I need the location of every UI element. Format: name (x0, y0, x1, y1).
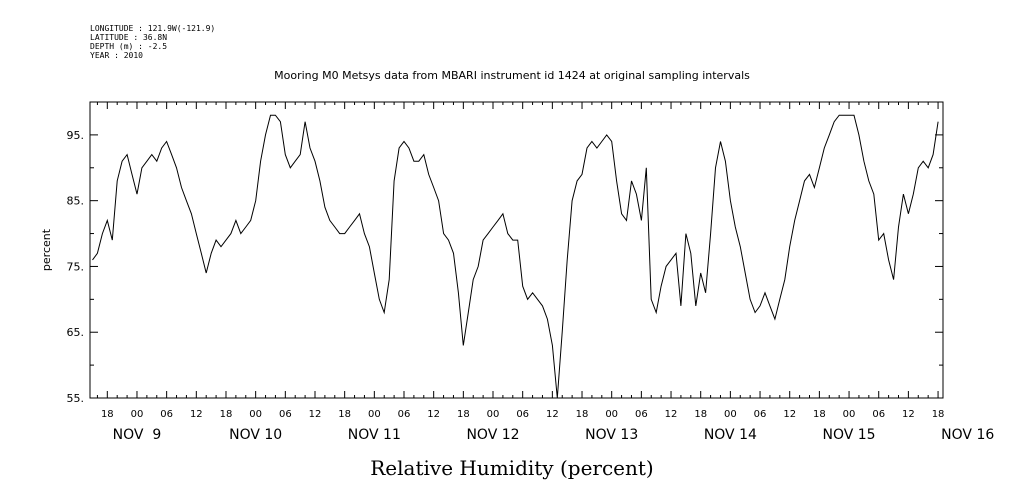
x-axis-label: Relative Humidity (percent) (370, 456, 653, 480)
x-hour-tick-label: 00 (131, 409, 144, 420)
x-hour-tick-label: 00 (487, 409, 500, 420)
x-hour-tick-label: 06 (754, 409, 767, 420)
x-hour-tick-label: 06 (279, 409, 292, 420)
x-hour-tick-label: 06 (398, 409, 411, 420)
y-axis-label: percent (40, 228, 53, 271)
x-hour-tick-label: 18 (457, 409, 470, 420)
x-day-label: NOV 14 (704, 427, 757, 443)
x-hour-tick-label: 12 (783, 409, 796, 420)
x-hour-tick-label: 18 (813, 409, 826, 420)
plot-frame (89, 101, 944, 399)
y-tick-label: 75. (67, 260, 85, 273)
x-day-label: NOV 12 (466, 427, 519, 443)
x-hour-tick-label: 12 (427, 409, 440, 420)
longitude-text: LONGITUDE : 121.9W(-121.9) (90, 24, 216, 33)
y-tick-label: 55. (67, 392, 85, 405)
humidity-series-line (92, 114, 939, 399)
x-hour-tick-label: 18 (576, 409, 589, 420)
depth-text: DEPTH (m) : -2.5 (90, 42, 168, 51)
x-hour-tick-label: 12 (309, 409, 322, 420)
x-day-label: NOV 11 (348, 427, 401, 443)
x-hour-tick-label: 00 (724, 409, 737, 420)
x-hour-tick-label: 12 (190, 409, 203, 420)
axis-labels: 18 00 06 12 18 00 06 12 18 00 06 12 18 00 06 12 18 00 06 12… (67, 129, 995, 443)
x-day-label: NOV 13 (585, 427, 638, 443)
latitude-text: LATITUDE : 36.8N (90, 33, 168, 42)
x-hour-tick-label: 06 (872, 409, 885, 420)
x-hour-tick-label: 06 (635, 409, 648, 420)
x-day-label: NOV 15 (822, 427, 875, 443)
x-hour-tick-label: 18 (694, 409, 707, 420)
y-tick-label: 85. (67, 195, 85, 208)
x-hour-tick-label: 18 (101, 409, 114, 420)
x-hour-tick-label: 06 (516, 409, 529, 420)
year-text: YEAR : 2010 (90, 51, 143, 60)
x-hour-tick-label: 12 (546, 409, 559, 420)
x-hour-tick-label: 00 (368, 409, 381, 420)
y-tick-label: 95. (67, 129, 85, 142)
x-day-label: NOV 16 (941, 427, 994, 443)
x-hour-tick-label: 00 (605, 409, 618, 420)
x-hour-tick-label: 00 (249, 409, 262, 420)
x-hour-tick-label: 18 (932, 409, 945, 420)
y-tick-label: 65. (67, 326, 85, 339)
x-hour-tick-label: 12 (665, 409, 678, 420)
axis-ticks (90, 101, 943, 399)
x-hour-tick-label: 00 (843, 409, 856, 420)
x-hour-tick-label: 06 (160, 409, 173, 420)
x-day-label: NOV 10 (229, 427, 282, 443)
x-day-label: NOV 9 (113, 427, 162, 443)
chart-title: Mooring M0 Metsys data from MBARI instru… (274, 69, 750, 82)
x-hour-tick-label: 18 (338, 409, 351, 420)
x-hour-tick-label: 18 (220, 409, 233, 420)
x-hour-tick-label: 12 (902, 409, 915, 420)
